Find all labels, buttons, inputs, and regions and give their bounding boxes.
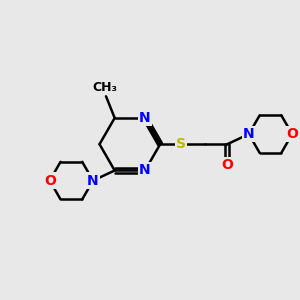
Text: N: N <box>139 164 151 178</box>
Text: S: S <box>176 137 186 151</box>
Text: N: N <box>87 174 99 188</box>
Text: N: N <box>243 127 255 141</box>
Text: O: O <box>221 158 233 172</box>
Text: N: N <box>139 111 151 125</box>
Text: O: O <box>44 174 56 188</box>
Text: O: O <box>286 127 298 141</box>
Text: CH₃: CH₃ <box>92 81 117 94</box>
